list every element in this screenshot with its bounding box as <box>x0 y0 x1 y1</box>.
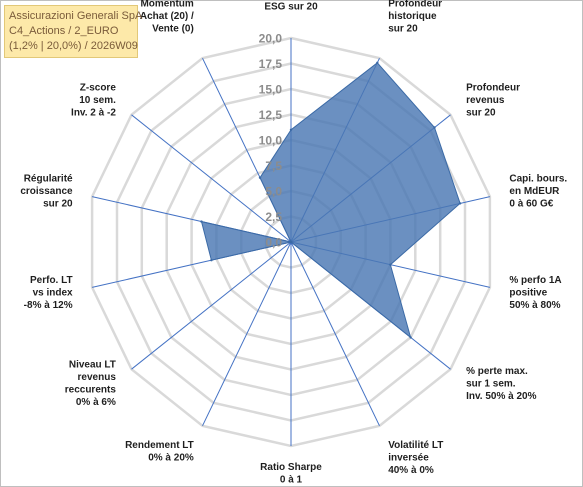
axis-label: Capi. bours. en MdEUR 0 à 60 G€ <box>509 174 567 210</box>
axis-spoke <box>202 241 292 427</box>
data-point <box>433 126 436 129</box>
tick-layer: 0,0 2,5 5,0 7,5 10,0 12,5 15,0 17,5 20,0 <box>259 32 283 250</box>
data-point <box>458 202 462 205</box>
axis-spoke <box>131 241 292 370</box>
title-line-3: (1,2% | 20,0%) / 2026W09 <box>9 40 138 52</box>
axis-label: Profondeur historique sur 20 <box>388 0 442 35</box>
axis-label: % perfo 1A positive 50% à 80% <box>509 275 561 311</box>
axis-label: % perte max. sur 1 sem. Inv. 50% à 20% <box>466 366 537 402</box>
axis-label: Perfo. LT vs index -8% à 12% <box>24 275 73 311</box>
axis-label: Régularité croissance sur 20 <box>20 174 73 210</box>
axis-spoke <box>131 114 292 243</box>
data-point <box>289 128 293 131</box>
data-point <box>389 263 392 266</box>
tick-label: 12,5 <box>259 108 283 122</box>
axis-label: Rendement LT 0% à 20% <box>125 440 194 464</box>
data-point <box>409 336 412 339</box>
data-point <box>289 240 293 244</box>
data-point <box>210 259 213 262</box>
data-point <box>376 61 379 64</box>
data-area <box>200 62 461 339</box>
data-layer <box>200 61 462 339</box>
tick-label: 2,5 <box>265 210 282 224</box>
axis-label: Z-score 10 sem. Inv. 2 à -2 <box>71 83 116 119</box>
data-point <box>258 176 262 179</box>
axis-label: Ratio Sharpe 0 à 1 <box>260 462 322 486</box>
axis-label: Volatilité LT inversée 40% à 0% <box>388 440 443 476</box>
axis-label: Momentum Achat (20) / Vente (0) <box>140 0 194 35</box>
data-point <box>200 220 203 223</box>
title-line-2: C4_Actions / 2_EURO <box>9 25 119 37</box>
tick-label: 0,0 <box>265 236 282 250</box>
chart-title-box: Assicurazioni Generali SpA C4_Actions / … <box>4 5 143 58</box>
tick-label: 17,5 <box>259 57 283 71</box>
tick-label: 15,0 <box>259 83 283 97</box>
axis-label: Niveau LT revenus reccurents 0% à 6% <box>65 360 117 409</box>
tick-label: 10,0 <box>259 134 283 148</box>
tick-label: 7,5 <box>265 159 282 173</box>
title-line-1: Assicurazioni Generali SpA <box>9 10 143 22</box>
tick-label: 20,0 <box>259 32 283 46</box>
axis-label: NoteESG sur 20 <box>264 0 318 13</box>
axis-label: Profondeur revenus sur 20 <box>466 83 520 119</box>
tick-label: 5,0 <box>265 185 282 199</box>
axis-spoke <box>290 241 380 427</box>
